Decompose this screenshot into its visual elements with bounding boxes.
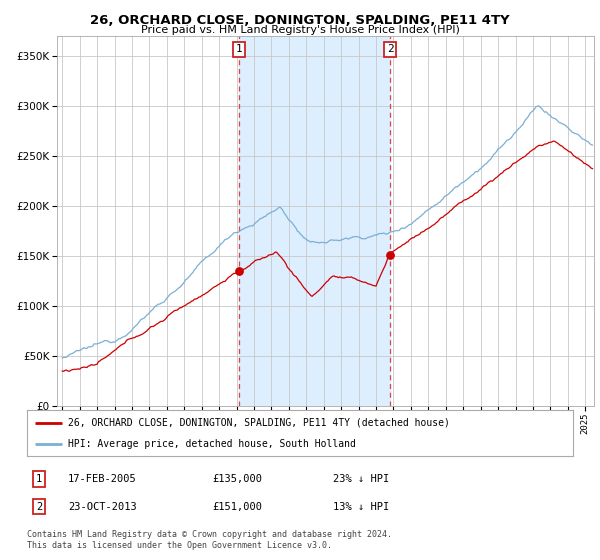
Text: 17-FEB-2005: 17-FEB-2005 — [68, 474, 137, 484]
Text: 13% ↓ HPI: 13% ↓ HPI — [333, 502, 389, 512]
Point — [234, 267, 244, 276]
Text: 26, ORCHARD CLOSE, DONINGTON, SPALDING, PE11 4TY (detached house): 26, ORCHARD CLOSE, DONINGTON, SPALDING, … — [68, 418, 450, 428]
Text: Price paid vs. HM Land Registry's House Price Index (HPI): Price paid vs. HM Land Registry's House … — [140, 25, 460, 35]
Text: 1: 1 — [235, 44, 242, 54]
Text: Contains HM Land Registry data © Crown copyright and database right 2024.
This d: Contains HM Land Registry data © Crown c… — [27, 530, 392, 550]
Point — [385, 251, 395, 260]
Text: 2: 2 — [387, 44, 394, 54]
Text: 1: 1 — [36, 474, 42, 484]
Bar — [239, 36, 390, 406]
Text: 23-OCT-2013: 23-OCT-2013 — [68, 502, 137, 512]
Text: 26, ORCHARD CLOSE, DONINGTON, SPALDING, PE11 4TY: 26, ORCHARD CLOSE, DONINGTON, SPALDING, … — [90, 14, 510, 27]
Text: £151,000: £151,000 — [212, 502, 263, 512]
Text: 23% ↓ HPI: 23% ↓ HPI — [333, 474, 389, 484]
Text: HPI: Average price, detached house, South Holland: HPI: Average price, detached house, Sout… — [68, 439, 356, 449]
Text: 2: 2 — [36, 502, 42, 512]
Text: £135,000: £135,000 — [212, 474, 263, 484]
